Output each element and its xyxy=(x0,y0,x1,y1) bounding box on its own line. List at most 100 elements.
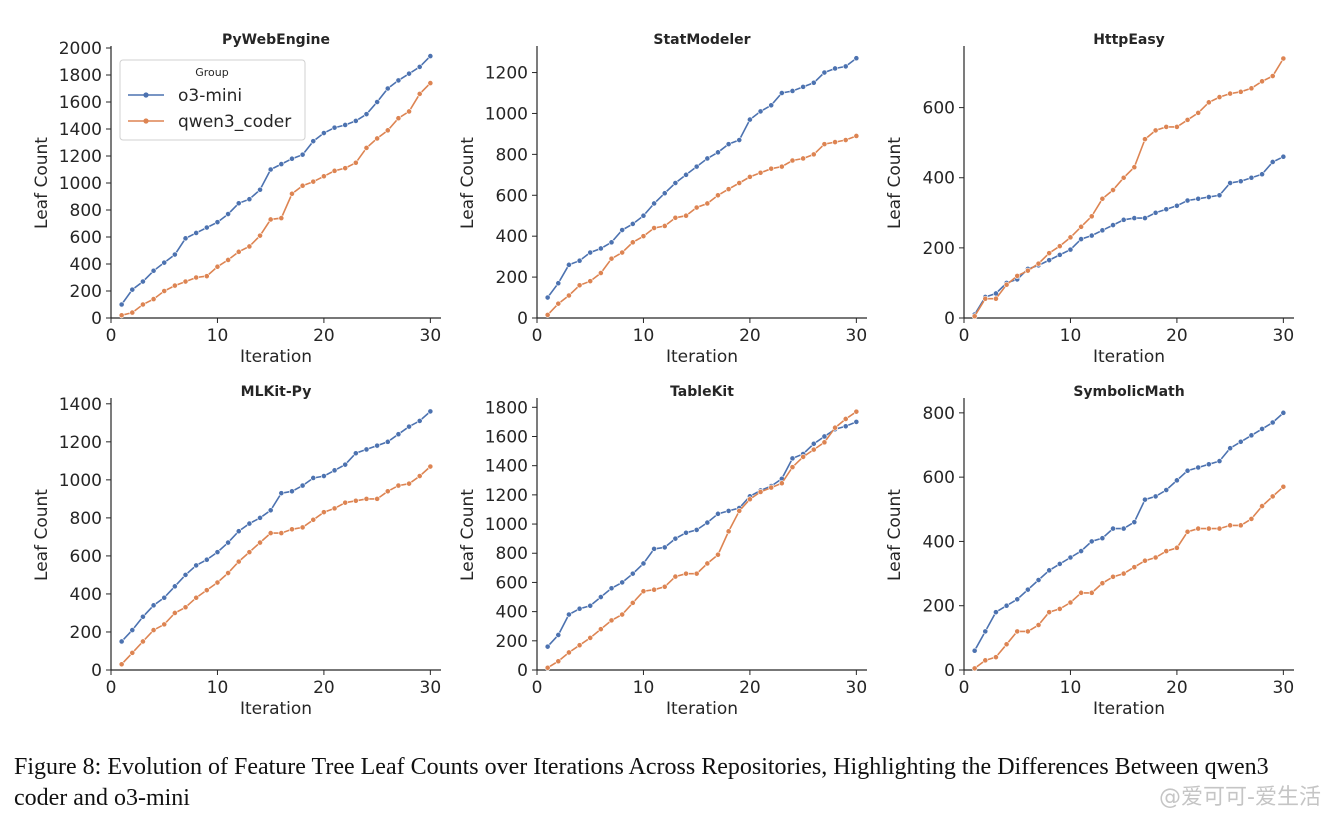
data-point xyxy=(672,214,679,221)
watermark-text: @爱可可-爱生活 xyxy=(1159,785,1321,810)
x-axis-label: Iteration xyxy=(1093,347,1165,367)
data-point xyxy=(193,562,200,569)
series-qwen3-coder xyxy=(544,133,860,318)
data-point xyxy=(629,570,636,577)
data-point xyxy=(310,178,317,185)
data-point xyxy=(651,200,657,207)
x-tick-label: 0 xyxy=(106,678,117,698)
data-point xyxy=(789,455,796,462)
data-point xyxy=(246,243,253,250)
data-point xyxy=(842,137,849,143)
data-point xyxy=(161,621,168,628)
data-point xyxy=(1216,525,1223,532)
data-point xyxy=(1120,174,1127,181)
data-point xyxy=(1227,445,1234,452)
data-point xyxy=(1269,419,1276,426)
data-point xyxy=(693,570,700,577)
data-point xyxy=(363,111,370,118)
data-point xyxy=(299,151,306,158)
y-tick-label: 600 xyxy=(70,547,102,567)
y-axis-label: Leaf Count xyxy=(458,489,478,581)
data-point xyxy=(1216,94,1223,100)
y-tick-label: 400 xyxy=(923,169,955,189)
data-point xyxy=(374,135,381,142)
legend-marker xyxy=(143,92,149,98)
y-tick-label: 600 xyxy=(923,468,955,488)
data-point xyxy=(352,118,359,124)
data-point xyxy=(704,155,711,162)
data-point xyxy=(715,192,721,199)
data-point xyxy=(597,270,604,276)
data-point xyxy=(853,408,860,415)
data-point xyxy=(406,423,412,430)
data-point xyxy=(182,604,189,611)
data-point xyxy=(1237,438,1244,445)
data-point xyxy=(629,221,636,227)
x-axis-label: Iteration xyxy=(1093,699,1165,719)
data-point xyxy=(331,124,338,131)
data-point xyxy=(374,99,381,105)
x-tick-label: 30 xyxy=(846,326,868,346)
data-point xyxy=(768,484,775,491)
y-tick-label: 400 xyxy=(70,255,102,275)
data-point xyxy=(1024,586,1031,593)
data-point xyxy=(310,475,317,481)
x-tick-label: 10 xyxy=(633,326,655,346)
y-tick-label: 0 xyxy=(91,309,102,329)
data-point xyxy=(608,239,615,246)
data-point xyxy=(619,611,626,618)
data-point xyxy=(246,196,253,203)
data-point xyxy=(1205,99,1212,106)
data-point xyxy=(427,408,434,415)
data-point xyxy=(1067,599,1074,606)
data-point xyxy=(993,609,999,616)
data-point xyxy=(597,626,604,633)
data-point xyxy=(1067,554,1074,561)
data-point xyxy=(629,599,636,606)
data-point xyxy=(1046,250,1053,257)
data-point xyxy=(661,223,668,229)
data-point xyxy=(1216,192,1223,199)
data-point xyxy=(725,528,732,535)
data-point xyxy=(203,224,210,231)
data-point xyxy=(1184,528,1191,535)
chart-panel-1: PyWebEngine02004006008001000120014001600… xyxy=(32,32,441,367)
data-point xyxy=(1099,535,1106,542)
data-point xyxy=(715,551,721,558)
data-point xyxy=(427,463,434,470)
data-point xyxy=(821,141,828,148)
x-tick-label: 10 xyxy=(207,678,229,698)
data-point xyxy=(1110,222,1116,228)
x-tick-label: 20 xyxy=(313,326,335,346)
data-point xyxy=(331,167,338,174)
data-point xyxy=(971,647,978,654)
data-point xyxy=(140,301,146,308)
data-point xyxy=(544,312,551,318)
x-axis-label: Iteration xyxy=(666,699,738,719)
y-tick-label: 200 xyxy=(70,282,102,302)
data-point xyxy=(363,495,370,502)
data-point xyxy=(982,295,989,302)
data-point xyxy=(1184,467,1191,474)
data-point xyxy=(651,586,657,593)
data-point xyxy=(1110,573,1116,580)
data-point xyxy=(1142,136,1148,143)
data-point xyxy=(1152,493,1159,500)
data-point xyxy=(118,638,125,645)
data-point xyxy=(257,232,263,239)
data-point xyxy=(971,313,978,320)
x-tick-label: 0 xyxy=(532,326,543,346)
data-point xyxy=(1003,281,1010,288)
data-point xyxy=(257,539,263,546)
data-point xyxy=(1269,159,1276,165)
data-point xyxy=(342,165,349,172)
data-point xyxy=(1024,267,1031,274)
data-point xyxy=(683,171,689,178)
data-point xyxy=(810,440,817,447)
data-point xyxy=(619,227,626,233)
data-point xyxy=(150,602,157,609)
data-point xyxy=(757,108,764,115)
data-point xyxy=(129,309,136,316)
y-tick-label: 0 xyxy=(517,309,528,329)
data-point xyxy=(406,480,412,487)
